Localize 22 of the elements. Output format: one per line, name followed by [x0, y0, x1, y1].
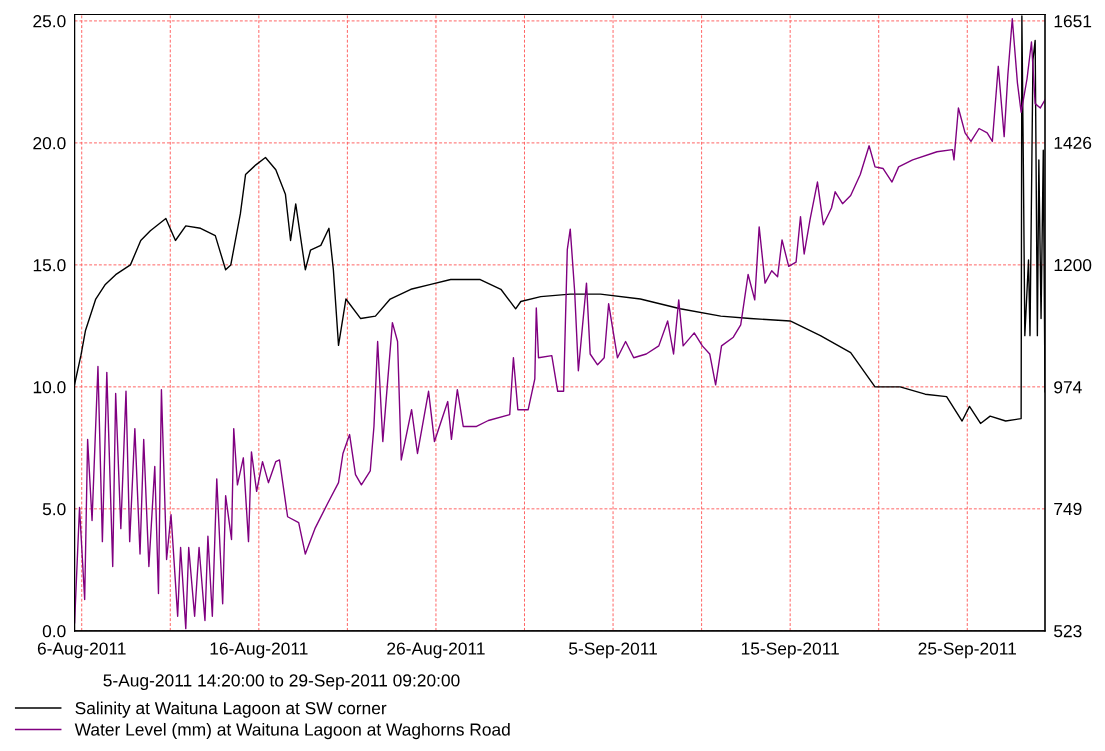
legend-label: Water Level (mm) at Waituna Lagoon at Waghorns Road [74, 722, 510, 740]
y-tick-label: 20.0 [33, 137, 66, 150]
y2-tick-label: 1651 [1054, 15, 1092, 28]
y2-tick-label: 749 [1054, 502, 1082, 516]
x-tick-label: 5-Sep-2011 [569, 642, 657, 659]
y2-tick-label: 974 [1054, 381, 1082, 394]
y-tick-label: 25.0 [33, 15, 66, 28]
x-tick-label: 25-Sep-2011 [918, 642, 1016, 659]
legend-label: Salinity at Waituna Lagoon at SW corner [75, 701, 387, 718]
x-tick-label: 15-Sep-2011 [741, 642, 839, 659]
x-tick-label: 6-Aug-2011 [37, 642, 126, 659]
line-series [74, 18, 1045, 630]
y2-tick-label: 1200 [1054, 258, 1092, 272]
x-tick-label: 16-Aug-2011 [210, 642, 308, 659]
y-tick-label: 10.0 [33, 381, 66, 394]
y-tick-label: 0.0 [42, 625, 66, 638]
x-tick-label: 26-Aug-2011 [387, 642, 485, 659]
y-tick-label: 15.0 [33, 259, 66, 272]
y2-tick-label: 523 [1054, 625, 1082, 638]
y2-tick-label: 1426 [1054, 136, 1092, 150]
y-tick-label: 5.0 [42, 503, 66, 516]
text: 5-Aug-2011 14:20:00 to 29-Sep-2011 09:20:00 [103, 674, 460, 690]
